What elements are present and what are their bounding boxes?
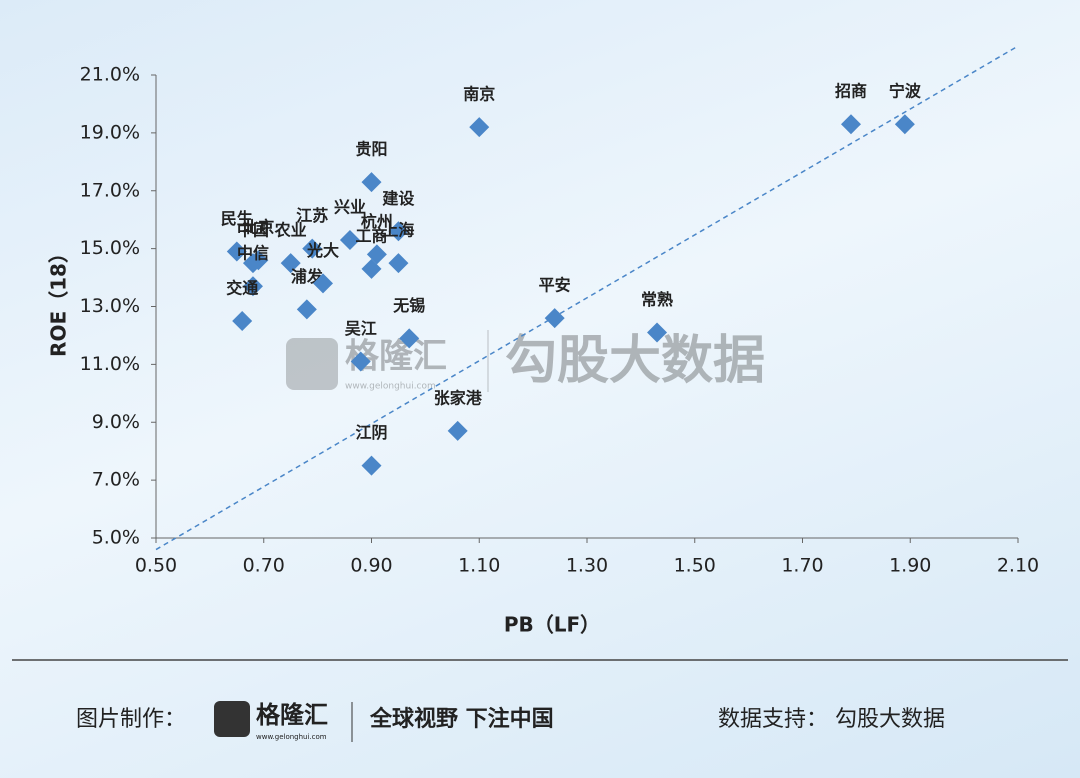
- point-label: 中国: [237, 221, 269, 240]
- footer-slogan: 全球视野 下注中国: [369, 706, 554, 732]
- point: [894, 114, 915, 135]
- x-tick-label: 0.70: [243, 555, 285, 577]
- y-tick-label: 7.0%: [92, 469, 140, 491]
- point-label: 民生: [221, 209, 253, 228]
- y-tick-label: 11.0%: [80, 353, 140, 375]
- x-tick-label: 0.50: [135, 555, 177, 577]
- point: [248, 250, 269, 271]
- point: [388, 253, 409, 274]
- point: [447, 420, 468, 441]
- point: [339, 229, 360, 250]
- point: [361, 172, 382, 193]
- point-label: 江阴: [355, 423, 387, 442]
- y-tick-label: 13.0%: [80, 295, 140, 317]
- y-tick-label: 9.0%: [92, 411, 140, 433]
- y-axis-label: ROE（18）: [47, 243, 71, 357]
- point: [296, 299, 317, 320]
- y-tick-label: 21.0%: [80, 64, 140, 86]
- point-label: 江苏: [296, 206, 328, 225]
- x-tick-label: 1.70: [781, 555, 823, 577]
- point: [350, 351, 371, 372]
- point-label: 常熟: [641, 290, 673, 309]
- x-tick-label: 0.90: [350, 555, 392, 577]
- watermark-logo: [286, 338, 338, 390]
- x-tick-label: 1.10: [458, 555, 500, 577]
- point: [232, 310, 253, 331]
- point: [544, 308, 565, 329]
- point-label: 招商: [835, 82, 867, 101]
- point: [302, 238, 323, 259]
- footer-brand: 格隆汇: [256, 701, 328, 729]
- footer-site: www.gelonghui.com: [256, 733, 327, 741]
- point: [280, 253, 301, 274]
- point-label: 农业: [274, 221, 307, 240]
- point: [242, 276, 263, 297]
- point-label: 兴业: [334, 197, 366, 216]
- footer-data-support: 数据支持： 勾股大数据: [718, 707, 945, 732]
- point-label: 吴江: [345, 319, 377, 338]
- point-label: 工商: [355, 226, 387, 245]
- point: [361, 258, 382, 279]
- point-label: 建设: [382, 189, 415, 208]
- point-label: 杭州: [361, 212, 393, 231]
- y-tick-label: 17.0%: [80, 179, 140, 201]
- point-label: 无锡: [392, 296, 425, 315]
- trend-line: [155, 45, 1019, 551]
- point-label: 张家港: [434, 388, 483, 407]
- point: [388, 221, 409, 242]
- footer-made-by: 图片制作：: [76, 707, 186, 732]
- point: [647, 322, 668, 343]
- x-tick-label: 1.30: [566, 555, 608, 577]
- watermark-source: 勾股大数据: [505, 331, 765, 391]
- point-label: 光大: [306, 241, 339, 260]
- x-tick-label: 2.10: [997, 555, 1039, 577]
- point: [399, 328, 420, 349]
- point-label: 宁波: [889, 82, 922, 101]
- watermark-site: www.gelonghui.com: [345, 382, 436, 392]
- x-axis-label: PB（LF）: [504, 613, 600, 637]
- y-tick-label: 19.0%: [80, 121, 140, 143]
- point: [313, 273, 334, 294]
- point: [469, 117, 490, 138]
- x-tick-label: 1.50: [674, 555, 716, 577]
- point-label: 交通: [226, 278, 258, 297]
- y-tick-label: 15.0%: [80, 237, 140, 259]
- point-label: 中信: [237, 244, 269, 263]
- point-label: 贵阳: [355, 140, 387, 159]
- x-tick-label: 1.90: [889, 555, 931, 577]
- y-tick-label: 5.0%: [92, 527, 140, 549]
- point: [226, 241, 247, 262]
- point: [840, 114, 861, 135]
- point-label: 上海: [382, 221, 414, 240]
- footer-logo: [214, 701, 250, 737]
- point: [361, 455, 382, 476]
- point-label: 北京: [242, 218, 274, 237]
- point-label: 平安: [539, 276, 571, 295]
- point-label: 南京: [463, 85, 495, 104]
